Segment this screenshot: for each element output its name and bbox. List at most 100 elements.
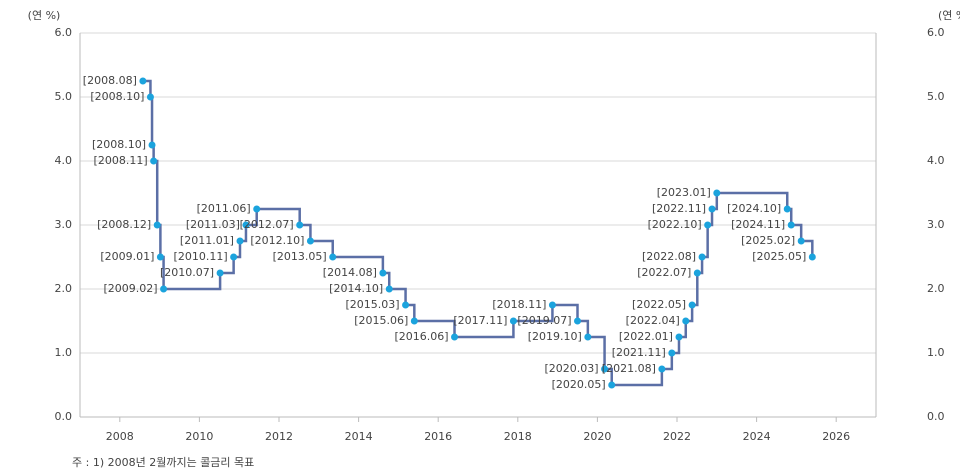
- point: [139, 77, 147, 85]
- point: [253, 205, 261, 213]
- x-tick-label: 2018: [504, 430, 532, 443]
- point-label: [2022.10]: [648, 218, 702, 231]
- point-label: [2020.03]: [544, 362, 598, 375]
- step-segment: [389, 287, 407, 305]
- point-label: [2020.05]: [552, 378, 606, 391]
- point: [668, 349, 676, 357]
- point: [574, 317, 581, 325]
- step-segment: [414, 319, 456, 337]
- step-segment: [513, 305, 554, 323]
- point-label: [2009.01]: [100, 250, 154, 263]
- y2-tick-label: 5.0: [927, 90, 945, 103]
- point: [402, 301, 410, 309]
- point-label: [2018.11]: [492, 298, 546, 311]
- step-segment: [801, 239, 814, 257]
- point-label: [2010.11]: [174, 250, 228, 263]
- point-label: [2008.10]: [90, 90, 144, 103]
- point-label: [2014.10]: [329, 282, 383, 295]
- point-label: [2014.08]: [323, 266, 377, 279]
- point-label: [2010.07]: [160, 266, 214, 279]
- point: [296, 221, 304, 229]
- y-tick-label: 1.0: [55, 346, 73, 359]
- y2-tick-label: 0.0: [927, 410, 945, 423]
- point-label: [2022.08]: [642, 250, 696, 263]
- x-tick-label: 2020: [583, 430, 611, 443]
- x-tick-label: 2026: [822, 430, 850, 443]
- point: [306, 237, 314, 245]
- step-segment: [611, 369, 664, 387]
- point: [682, 317, 690, 325]
- step-segment: [157, 223, 162, 257]
- y2-tick-label: 4.0: [927, 154, 945, 167]
- point-label: [2008.10]: [92, 138, 146, 151]
- point-label: [2022.01]: [619, 330, 673, 343]
- point: [146, 93, 154, 101]
- y2-tick-label: 3.0: [927, 218, 945, 231]
- step-segment: [454, 321, 515, 339]
- point: [704, 221, 712, 229]
- point: [787, 221, 795, 229]
- point-label: [2012.07]: [240, 218, 294, 231]
- point: [808, 253, 816, 261]
- point: [242, 221, 250, 229]
- point: [783, 205, 791, 213]
- point: [379, 269, 387, 277]
- point-label: [2012.10]: [250, 234, 304, 247]
- point-label: [2011.01]: [180, 234, 234, 247]
- step-segment: [245, 209, 258, 227]
- point: [156, 253, 164, 261]
- point: [698, 253, 706, 261]
- point: [216, 269, 224, 277]
- point-label: [2017.11]: [453, 314, 507, 327]
- point: [230, 253, 238, 261]
- point: [410, 317, 418, 325]
- step-segment: [150, 95, 154, 145]
- point: [451, 333, 459, 341]
- step-segment: [256, 207, 301, 225]
- x-tick-label: 2010: [185, 430, 213, 443]
- step-segment: [299, 223, 312, 241]
- x-tick-label: 2022: [663, 430, 691, 443]
- point-label: [2008.08]: [83, 74, 137, 87]
- point-label: [2025.05]: [752, 250, 806, 263]
- y-tick-label: 2.0: [55, 282, 73, 295]
- x-tick-label: 2016: [424, 430, 452, 443]
- point: [148, 141, 156, 149]
- point-label: [2022.05]: [632, 298, 686, 311]
- point-label: [2015.06]: [354, 314, 408, 327]
- point-label: [2019.07]: [517, 314, 571, 327]
- point: [693, 269, 701, 277]
- point: [385, 285, 393, 293]
- point-label: [2021.08]: [602, 362, 656, 375]
- y-tick-label: 4.0: [55, 154, 73, 167]
- step-segment: [332, 255, 385, 273]
- step-segment: [163, 273, 222, 291]
- point-label: [2024.10]: [727, 202, 781, 215]
- step-segment: [587, 335, 606, 369]
- point-label: [2024.11]: [731, 218, 785, 231]
- point-label: [2008.11]: [94, 154, 148, 167]
- y2-tick-label: 6.0: [927, 26, 945, 39]
- point: [236, 237, 244, 245]
- point-label: [2011.03]: [186, 218, 240, 231]
- y-tick-label: 0.0: [55, 410, 73, 423]
- step-segment: [702, 225, 709, 259]
- point: [658, 365, 666, 373]
- x-tick-label: 2024: [743, 430, 771, 443]
- point: [675, 333, 683, 341]
- point-label: [2019.10]: [528, 330, 582, 343]
- y2-tick-label: 1.0: [927, 346, 945, 359]
- point: [608, 381, 616, 389]
- point-label: [2022.07]: [637, 266, 691, 279]
- point: [329, 253, 337, 261]
- step-segment: [716, 191, 789, 209]
- point-label: [2022.11]: [652, 202, 706, 215]
- point-label: [2023.01]: [657, 186, 711, 199]
- step-segment: [310, 239, 334, 257]
- point-label: [2013.05]: [273, 250, 327, 263]
- footnote: 주 : 1) 2008년 2월까지는 콜금리 목표: [72, 456, 254, 469]
- y-tick-label: 6.0: [55, 26, 73, 39]
- step-segment: [153, 159, 159, 225]
- point-label: [2016.06]: [394, 330, 448, 343]
